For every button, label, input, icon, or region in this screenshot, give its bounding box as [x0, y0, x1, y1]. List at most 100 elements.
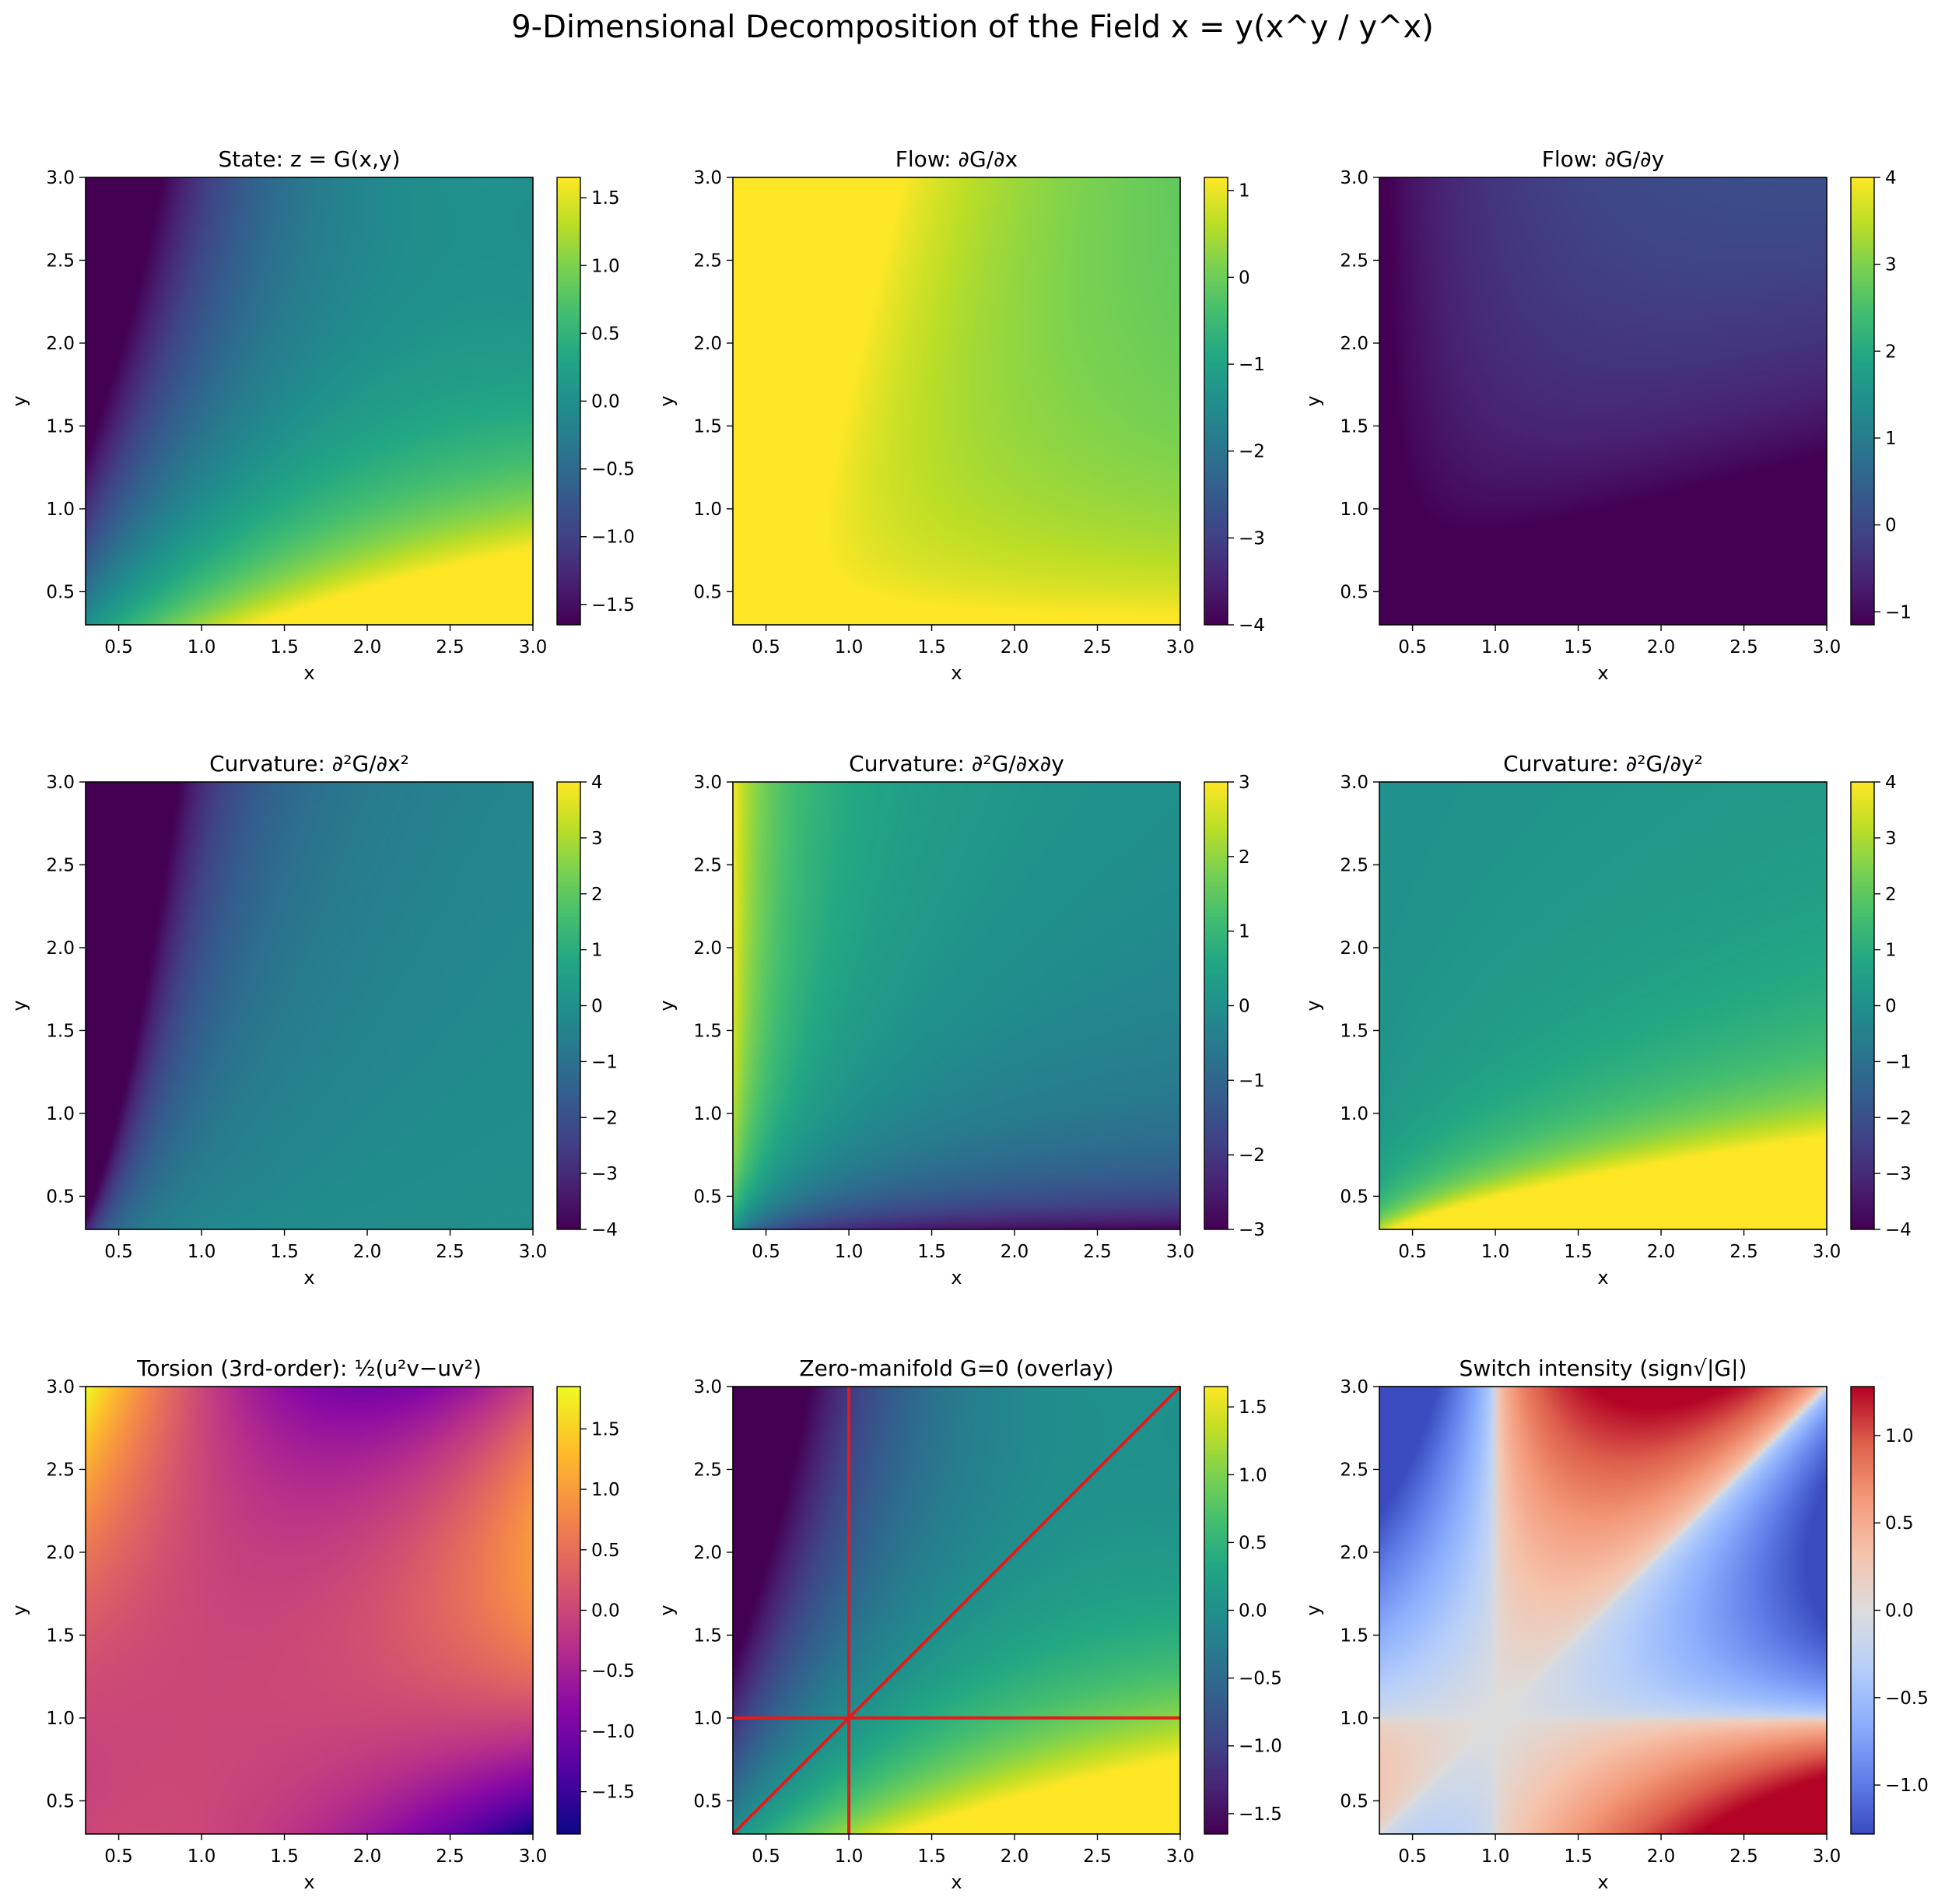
- x-tick-label: 1.0: [835, 1242, 864, 1262]
- y-tick-label: 3.0: [46, 1377, 75, 1397]
- x-tick-label: 1.0: [1481, 637, 1510, 657]
- y-tick-label: 1.0: [46, 500, 75, 520]
- heatmap-image: [86, 1387, 533, 1834]
- x-tick-label: 2.0: [353, 1846, 382, 1867]
- subplot-4: 0.5 1.0 1.5 2.0 2.5 3.0 0.5 1.0 1.5 2.0 2.5 3.0 x y Cu…: [9, 751, 618, 1289]
- heatmap-image: [86, 782, 533, 1229]
- x-axis-label: x: [951, 1267, 962, 1289]
- x-tick-label: 2.0: [1001, 1846, 1029, 1867]
- y-tick-label: 0.5: [1340, 582, 1369, 602]
- x-tick-label: 3.0: [1166, 1846, 1195, 1867]
- heatmap-image: [1379, 177, 1827, 625]
- y-tick-label: 2.5: [46, 855, 75, 875]
- x-tick-label: 0.5: [104, 1846, 133, 1867]
- y-tick-label: 1.0: [693, 1709, 722, 1729]
- colorbar-tick-label: −1: [1239, 1071, 1265, 1091]
- y-tick-label: 3.0: [46, 168, 75, 188]
- y-tick-label: 2.0: [693, 1543, 722, 1563]
- colorbar-tick-label: −1: [591, 1052, 618, 1072]
- subplot-5: 0.5 1.0 1.5 2.0 2.5 3.0 0.5 1.0 1.5 2.0 2.5 3.0 x y Cu…: [656, 751, 1265, 1289]
- subplot-title: Zero-manifold G=0 (overlay): [799, 1355, 1113, 1381]
- subplot-3: 0.5 1.0 1.5 2.0 2.5 3.0 0.5 1.0 1.5 2.0 2.5 3.0 x y Fl…: [1302, 146, 1912, 684]
- x-axis-label: x: [951, 662, 962, 684]
- colorbar-tick-label: 3: [1885, 829, 1897, 849]
- colorbar-tick-label: 1: [1239, 181, 1250, 202]
- y-tick-label: 1.0: [46, 1709, 75, 1729]
- colorbar-tick-label: −2: [1239, 1145, 1265, 1166]
- heatmap-image: [1379, 1387, 1827, 1834]
- y-tick-label: 2.5: [46, 251, 75, 271]
- x-tick-label: 1.5: [1564, 1846, 1593, 1867]
- y-tick-label: 1.0: [693, 500, 722, 520]
- x-tick-label: 1.5: [270, 637, 299, 657]
- y-tick-label: 1.5: [693, 1021, 722, 1041]
- colorbar: [1851, 1387, 1874, 1834]
- y-tick-label: 2.0: [1340, 938, 1369, 959]
- colorbar-tick-label: 0.5: [1239, 1533, 1267, 1553]
- colorbar: [1204, 782, 1228, 1229]
- y-tick-label: 2.5: [46, 1460, 75, 1480]
- colorbar-tick-label: 2: [1885, 342, 1897, 362]
- axes-frame: [85, 1386, 534, 1835]
- x-tick-label: 0.5: [1398, 637, 1427, 657]
- x-tick-label: 3.0: [1166, 637, 1195, 657]
- y-tick-label: 0.5: [693, 1791, 722, 1811]
- x-axis-label: x: [1597, 662, 1608, 684]
- colorbar-tick-label: 1.5: [591, 188, 620, 209]
- figure-title: 9-Dimensional Decomposition of the Field…: [511, 9, 1434, 45]
- x-tick-label: 1.0: [1481, 1242, 1510, 1262]
- y-tick-label: 2.0: [693, 334, 722, 354]
- y-tick-label: 3.0: [693, 1377, 722, 1397]
- x-tick-label: 1.5: [917, 1242, 946, 1262]
- x-axis-label: x: [1597, 1267, 1608, 1289]
- y-tick-label: 1.5: [1340, 1625, 1369, 1646]
- x-tick-label: 3.0: [519, 637, 548, 657]
- y-tick-label: 3.0: [46, 773, 75, 793]
- colorbar-tick-label: 3: [1239, 773, 1250, 793]
- x-tick-label: 0.5: [1398, 1242, 1427, 1262]
- colorbar-tick-label: 1.0: [591, 1480, 620, 1500]
- y-tick-label: 2.0: [1340, 1543, 1369, 1563]
- subplot-title: Curvature: ∂²G/∂y²: [1503, 751, 1703, 777]
- colorbar-tick-label: −3: [1239, 1220, 1265, 1240]
- colorbar-tick-label: 4: [1885, 168, 1897, 188]
- x-tick-label: 3.0: [519, 1242, 548, 1262]
- x-tick-label: 2.5: [1729, 1846, 1758, 1867]
- x-tick-label: 0.5: [752, 1242, 780, 1262]
- colorbar-tick-label: −1.0: [591, 1722, 635, 1742]
- colorbar-tick-label: 2: [591, 885, 603, 905]
- y-axis-label: y: [1302, 395, 1324, 406]
- x-tick-label: 2.5: [1729, 1242, 1758, 1262]
- subplot-8: 0.5 1.0 1.5 2.0 2.5 3.0 0.5 1.0 1.5 2.0 2.5 3.0 x y Ze…: [656, 1355, 1282, 1893]
- y-tick-label: 3.0: [693, 168, 722, 188]
- y-tick-label: 0.5: [46, 1187, 75, 1207]
- colorbar-tick-label: −1.5: [591, 1783, 635, 1803]
- colorbar-tick-label: 0.0: [1239, 1601, 1267, 1622]
- colorbar-tick-label: −2: [1239, 442, 1265, 462]
- x-tick-label: 2.0: [1647, 1242, 1676, 1262]
- y-tick-label: 0.5: [693, 582, 722, 602]
- y-tick-label: 2.5: [693, 855, 722, 875]
- x-axis-label: x: [303, 662, 314, 684]
- x-tick-label: 2.0: [1001, 1242, 1029, 1262]
- y-tick-label: 2.0: [46, 938, 75, 959]
- colorbar-tick-label: 4: [1885, 773, 1897, 793]
- colorbar-tick-label: −3: [591, 1164, 618, 1184]
- colorbar-tick-label: −3: [1885, 1164, 1912, 1184]
- y-tick-label: 3.0: [1340, 773, 1369, 793]
- axes-frame: [85, 177, 534, 626]
- colorbar-tick-label: −1: [1239, 355, 1265, 375]
- axes-frame: [732, 177, 1181, 626]
- subplot-title: State: z = G(x,y): [219, 146, 401, 172]
- heatmap-image: [733, 782, 1180, 1229]
- colorbar-tick-label: 1.0: [1239, 1465, 1267, 1485]
- x-tick-label: 2.5: [436, 1242, 464, 1262]
- x-tick-label: 1.5: [1564, 637, 1593, 657]
- x-tick-label: 1.5: [917, 637, 946, 657]
- heatmap-image: [86, 177, 533, 625]
- colorbar-tick-label: 0: [1885, 997, 1897, 1017]
- y-tick-label: 1.0: [46, 1104, 75, 1124]
- colorbar: [1851, 177, 1874, 625]
- colorbar: [1204, 177, 1228, 625]
- colorbar-tick-label: −1: [1885, 602, 1912, 622]
